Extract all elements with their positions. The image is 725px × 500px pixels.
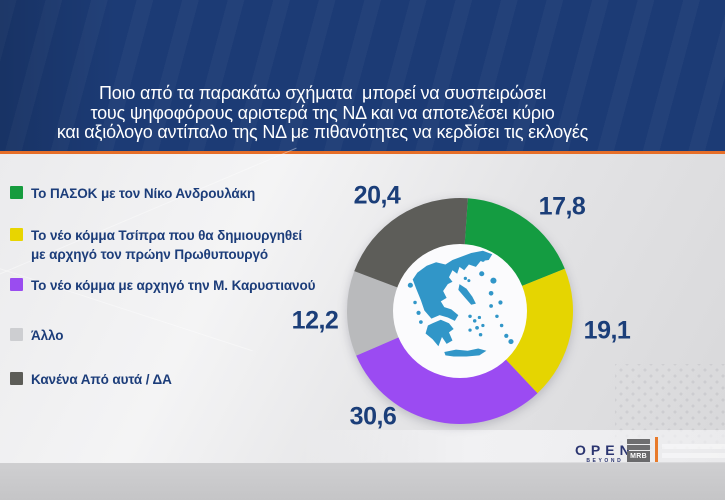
greece-island-dot bbox=[407, 282, 413, 288]
orange-divider bbox=[0, 151, 725, 154]
greece-island-dot bbox=[495, 314, 499, 319]
legend-item-none-dk: Κανένα Από αυτά / ΔΑ bbox=[10, 370, 330, 389]
legend-item-karystianou-new-party: Το νέο κόμμα με αρχηγό την Μ. Καρυστιανο… bbox=[10, 276, 330, 295]
greece-crete bbox=[444, 348, 487, 357]
greece-euboea bbox=[458, 284, 476, 305]
greece-mainland bbox=[412, 250, 493, 321]
value-label-pasok: 17,8 bbox=[538, 192, 586, 221]
greece-island-dot bbox=[472, 319, 477, 323]
greece-island-dot bbox=[479, 271, 485, 277]
value-label-karystianou: 30,6 bbox=[349, 402, 397, 431]
legend-label: Το ΠΑΣΟΚ με τον Νίκο Ανδρουλάκη bbox=[31, 186, 256, 201]
legend-swatch-green bbox=[10, 186, 23, 199]
value-label-none-dk: 20,4 bbox=[353, 181, 401, 210]
poll-question-line-3: και αξιόλογο αντίπαλο της ΝΔ με πιθανότη… bbox=[56, 122, 589, 142]
greece-island-dot bbox=[488, 291, 494, 296]
greece-peloponnese bbox=[425, 319, 454, 347]
greece-island-dot bbox=[416, 310, 421, 315]
greece-island-dot bbox=[481, 258, 485, 262]
greece-island-dot bbox=[481, 323, 485, 328]
legend-swatch-yellow bbox=[10, 228, 23, 241]
greece-island-dot bbox=[508, 339, 514, 345]
legend-label: Άλλο bbox=[31, 328, 64, 343]
donut-segment-pasok-androulakis bbox=[464, 198, 565, 287]
value-label-tsipras: 19,1 bbox=[583, 316, 631, 345]
donut-segment-tsipras-new-party bbox=[505, 268, 573, 394]
greece-island-dot bbox=[478, 332, 483, 337]
legend-swatch-purple bbox=[10, 278, 23, 291]
greece-island-dot bbox=[499, 323, 504, 328]
poll-question-line-2: τους ψηφοφόρους αριστερά της ΝΔ και να α… bbox=[90, 102, 555, 123]
greece-island-dot bbox=[477, 315, 482, 320]
greece-island-dot bbox=[471, 259, 476, 265]
greece-island-dot bbox=[490, 277, 497, 284]
poll-question-line-1: Ποιο από τα παρακάτω σχήματα μπορεί να σ… bbox=[99, 83, 546, 103]
legend-swatch-darkgray bbox=[10, 372, 23, 385]
donut-segment-other bbox=[347, 271, 400, 356]
poll-question: Ποιο από τα παρακάτω σχήματα μπορεί να σ… bbox=[0, 83, 645, 143]
greece-island-dot bbox=[498, 300, 503, 305]
legend-item-pasok-androulakis: Το ΠΑΣΟΚ με τον Νίκο Ανδρουλάκη bbox=[10, 184, 330, 203]
greece-island-dot bbox=[463, 276, 467, 280]
legend-swatch-lightgray bbox=[10, 328, 23, 341]
value-label-other: 12,2 bbox=[291, 306, 339, 335]
donut-segment-none-of-these-dk bbox=[354, 198, 468, 288]
greece-island-dot bbox=[467, 279, 471, 283]
greece-island-dot bbox=[413, 300, 417, 305]
greece-island-dot bbox=[475, 325, 479, 330]
title-banner: Ποιο από τα παρακάτω σχήματα μπορεί να σ… bbox=[0, 0, 725, 151]
legend-label: Το νέο κόμμα Τσίπρα που θα δημιουργηθεί … bbox=[31, 228, 303, 262]
chart-area: Το ΠΑΣΟΚ με τον Νίκο Ανδρουλάκη Το νέο κ… bbox=[0, 147, 725, 463]
greece-islands bbox=[407, 258, 514, 345]
legend-label: Κανένα Από αυτά / ΔΑ bbox=[31, 372, 172, 387]
donut-chart bbox=[347, 198, 573, 424]
greece-island-dot bbox=[468, 328, 472, 332]
greece-island-dot bbox=[468, 314, 472, 319]
bottom-strip bbox=[0, 463, 725, 500]
legend-item-other: Άλλο bbox=[10, 326, 330, 345]
greece-map-icon bbox=[407, 250, 514, 357]
greece-island-dot bbox=[489, 304, 493, 308]
donut-segment-karystianou-new-party bbox=[356, 337, 538, 424]
greece-island-dot bbox=[419, 320, 423, 324]
legend-label: Το νέο κόμμα με αρχηγό την Μ. Καρυστιανο… bbox=[31, 278, 316, 293]
background-light-band bbox=[300, 430, 725, 462]
greece-island-dot bbox=[504, 333, 509, 338]
legend-item-tsipras-new-party: Το νέο κόμμα Τσίπρα που θα δημιουργηθεί … bbox=[10, 226, 330, 264]
